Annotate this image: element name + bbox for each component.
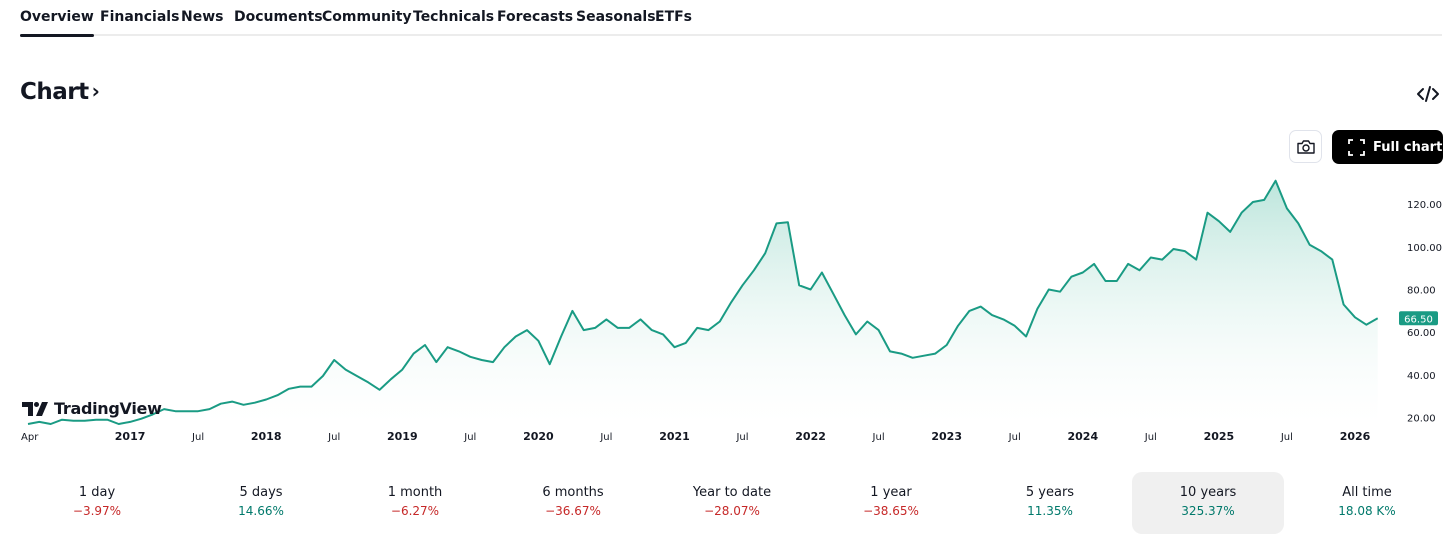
period-label: 10 years	[1179, 485, 1237, 500]
x-tick-label: 2023	[931, 430, 962, 443]
period-year-to-date[interactable]: Year to date −28.07%	[656, 472, 808, 534]
tab-bar-divider	[20, 34, 1442, 36]
chevron-right-icon: ›	[91, 79, 100, 103]
x-tick-label: 2026	[1340, 430, 1371, 443]
tab-news[interactable]: News	[181, 9, 224, 25]
period-change-value: −38.65%	[863, 504, 919, 518]
top-tab-bar: Overview Financials News Documents Commu…	[0, 0, 1456, 38]
price-area-fill	[28, 180, 1378, 424]
tab-overview[interactable]: Overview	[20, 9, 94, 37]
tab-community[interactable]: Community	[322, 9, 412, 25]
x-tick-label: 2024	[1067, 430, 1098, 443]
period-change-value: 14.66%	[238, 504, 284, 518]
period-label: All time	[1342, 485, 1392, 500]
y-tick-label: 120.00	[1407, 200, 1442, 211]
fullscreen-icon	[1348, 138, 1365, 156]
full-chart-button[interactable]: Full chart	[1332, 130, 1443, 164]
tab-financials[interactable]: Financials	[100, 9, 180, 25]
y-tick-label: 100.00	[1407, 243, 1442, 254]
period-label: 6 months	[542, 485, 604, 500]
tab-etfs[interactable]: ETFs	[655, 9, 693, 25]
tab-seasonals[interactable]: Seasonals	[576, 9, 656, 25]
period-change-value: 11.35%	[1027, 504, 1073, 518]
x-tick-label: Jul	[463, 432, 476, 443]
x-tick-label: Jul	[735, 432, 748, 443]
full-chart-label: Full chart	[1373, 139, 1443, 155]
last-price-label: 66.50	[1404, 314, 1433, 325]
y-tick-label: 80.00	[1407, 286, 1436, 297]
x-tick-label: Jul	[1280, 432, 1293, 443]
snapshot-button[interactable]	[1289, 130, 1322, 163]
period-change-value: −6.27%	[390, 504, 440, 518]
period-label: 5 years	[1025, 485, 1075, 500]
x-tick-label: 2025	[1204, 430, 1235, 443]
y-tick-label: 60.00	[1407, 328, 1436, 339]
last-price-badge	[1399, 311, 1438, 326]
x-tick-label: Jul	[599, 432, 612, 443]
price-chart[interactable]: 20.00 40.00 60.00 80.00 100.00 120.00 Apr 2017…	[0, 170, 1456, 452]
period-all-time[interactable]: All time 18.08 K%	[1291, 472, 1443, 534]
tradingview-logo: TradingView	[22, 399, 162, 418]
tab-forecasts[interactable]: Forecasts	[497, 9, 574, 25]
y-tick-label: 20.00	[1407, 414, 1436, 425]
period-change-value: 18.08 K%	[1338, 504, 1396, 518]
period-label: 5 days	[239, 485, 283, 500]
period-label: 1 month	[387, 485, 443, 500]
x-tick-label: Jul	[327, 432, 340, 443]
x-tick-label: 2021	[659, 430, 690, 443]
x-tick-label: 2017	[115, 430, 146, 443]
period-1-year[interactable]: 1 year −38.65%	[815, 472, 967, 534]
period-5-years[interactable]: 5 years 11.35%	[974, 472, 1126, 534]
performance-periods: 1 day −3.97% 5 days 14.66% 1 month −6.27% 6 mo…	[0, 472, 1456, 534]
period-change-value: −36.67%	[545, 504, 601, 518]
chart-section-heading[interactable]: Chart ›	[20, 79, 100, 105]
price-line	[27, 179, 1379, 425]
x-tick-label: Jul	[1008, 432, 1021, 443]
tradingview-mark-icon	[22, 401, 48, 416]
period-1-day[interactable]: 1 day −3.97%	[21, 472, 173, 534]
camera-icon	[1296, 139, 1315, 154]
period-change-value: −3.97%	[72, 504, 122, 518]
period-label: 1 year	[870, 485, 912, 500]
x-tick-label: 2020	[523, 430, 554, 443]
y-tick-label: 40.00	[1407, 371, 1436, 382]
code-embed-icon[interactable]	[1416, 84, 1440, 104]
x-tick-label: Jul	[191, 432, 204, 443]
tradingview-logo-text: TradingView	[54, 399, 162, 418]
period-label: 1 day	[78, 485, 116, 500]
period-10-years[interactable]: 10 years 325.37%	[1132, 472, 1284, 534]
x-tick-label: Jul	[1144, 432, 1157, 443]
period-label: Year to date	[692, 485, 772, 500]
x-tick-label: 2018	[251, 430, 282, 443]
x-tick-label: 2019	[387, 430, 418, 443]
x-tick-label: Jul	[872, 432, 885, 443]
tab-documents[interactable]: Documents	[234, 9, 323, 25]
chart-section-title: Chart	[20, 79, 89, 105]
x-tick-label: Apr	[21, 432, 39, 443]
period-change-value: −28.07%	[704, 504, 760, 518]
period-change-value: 325.37%	[1181, 504, 1235, 518]
period-6-months[interactable]: 6 months −36.67%	[497, 472, 649, 534]
period-1-month[interactable]: 1 month −6.27%	[339, 472, 491, 534]
x-tick-label: 2022	[795, 430, 826, 443]
tab-technicals[interactable]: Technicals	[413, 9, 495, 25]
period-5-days[interactable]: 5 days 14.66%	[185, 472, 337, 534]
